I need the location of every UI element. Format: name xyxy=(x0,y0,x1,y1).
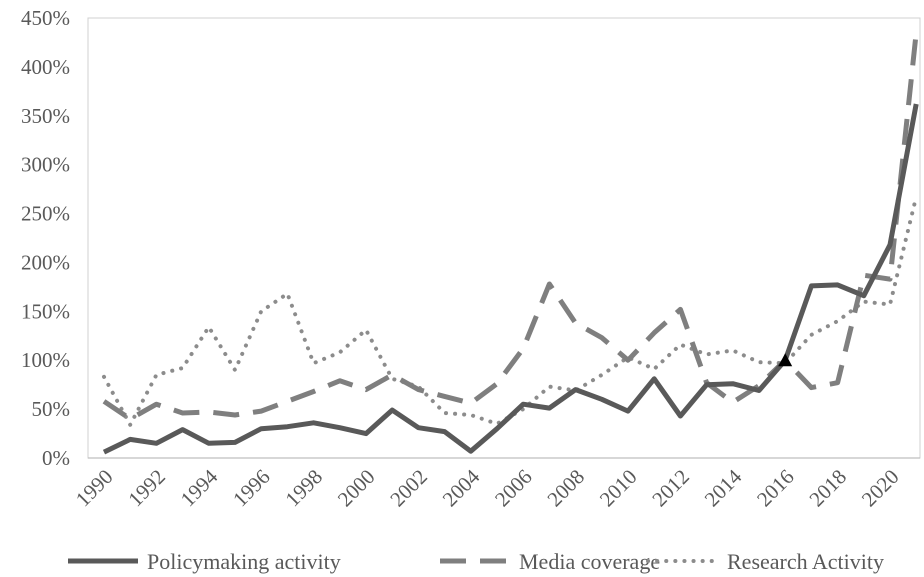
x-tick-label: 2016 xyxy=(752,465,799,512)
x-tick-label: 2000 xyxy=(333,465,380,512)
plot-border xyxy=(87,17,921,459)
y-tick-label: 200% xyxy=(21,250,70,274)
legend: Policymaking activity Media coverage Resea… xyxy=(68,549,884,574)
x-axis-tick-labels: 1990 1992 1994 1996 1998 2000 2002 2004 2006 2008… xyxy=(71,464,904,511)
legend-label: Media coverage xyxy=(519,549,660,574)
x-tick-label: 2004 xyxy=(438,464,485,511)
x-tick-label: 1990 xyxy=(71,465,118,512)
y-tick-label: 450% xyxy=(21,6,70,30)
x-tick-label: 2018 xyxy=(804,465,851,512)
legend-label: Research Activity xyxy=(727,549,884,574)
y-tick-label: 100% xyxy=(21,348,70,372)
series-line-policymaking-activity xyxy=(102,103,919,455)
x-tick-label: 2002 xyxy=(385,465,432,512)
y-tick-label: 300% xyxy=(21,153,70,177)
y-tick-label: 50% xyxy=(32,397,71,421)
series-line-research-activity xyxy=(102,194,919,427)
y-tick-label: 400% xyxy=(21,55,70,79)
x-tick-label: 2012 xyxy=(647,465,694,512)
series-line-media-coverage xyxy=(102,32,919,422)
legend-label: Policymaking activity xyxy=(147,549,341,574)
y-tick-label: 150% xyxy=(21,299,70,323)
data-point-marker xyxy=(778,353,793,367)
x-tick-label: 1996 xyxy=(228,465,275,512)
x-tick-label: 2020 xyxy=(857,465,904,512)
x-tick-label: 2008 xyxy=(542,465,589,512)
y-axis-tick-labels: 0% 50% 100% 150% 200% 250% 300% 350% 400% 450% xyxy=(21,6,70,470)
series-layer xyxy=(102,32,919,455)
x-tick-label: 2010 xyxy=(595,465,642,512)
y-tick-label: 350% xyxy=(21,104,70,128)
x-tick-label: 1994 xyxy=(176,464,223,511)
x-tick-label: 2006 xyxy=(490,465,537,512)
y-tick-label: 250% xyxy=(21,202,70,226)
x-tick-label: 2014 xyxy=(700,464,747,511)
x-tick-label: 1998 xyxy=(280,465,327,512)
marker-layer xyxy=(778,353,793,367)
x-tick-label: 1992 xyxy=(123,465,170,512)
plot-frame xyxy=(87,17,921,459)
y-tick-label: 0% xyxy=(42,446,70,470)
